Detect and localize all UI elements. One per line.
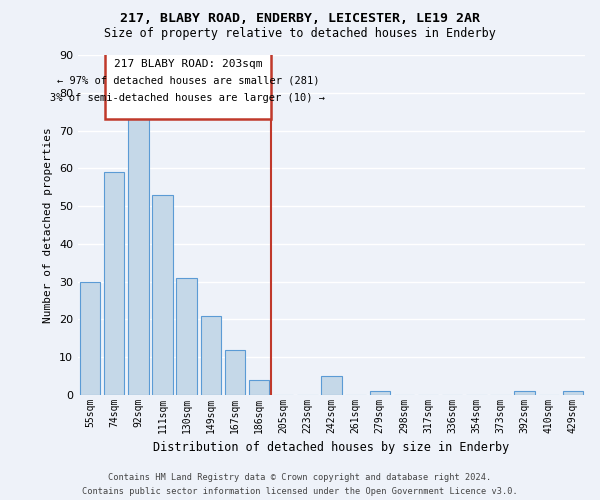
Bar (80, 282, 100, 395)
Text: 217, BLABY ROAD, ENDERBY, LEICESTER, LE19 2AR: 217, BLABY ROAD, ENDERBY, LEICESTER, LE1… (120, 12, 480, 26)
Text: Contains public sector information licensed under the Open Government Licence v3: Contains public sector information licen… (82, 488, 518, 496)
Bar (370, 391, 390, 395)
Bar (104, 53, 271, 119)
Bar (514, 391, 535, 395)
Bar (128, 116, 149, 395)
Text: Size of property relative to detached houses in Enderby: Size of property relative to detached ho… (104, 28, 496, 40)
Bar (563, 391, 583, 395)
Text: Contains HM Land Registry data © Crown copyright and database right 2024.: Contains HM Land Registry data © Crown c… (109, 472, 491, 482)
Bar (176, 278, 197, 395)
Bar (104, 172, 124, 395)
Text: 217 BLABY ROAD: 203sqm: 217 BLABY ROAD: 203sqm (113, 59, 262, 69)
Bar (321, 376, 342, 395)
Bar (224, 350, 245, 395)
Bar (249, 380, 269, 395)
Bar (152, 195, 173, 395)
Bar (200, 316, 221, 395)
Text: ← 97% of detached houses are smaller (281): ← 97% of detached houses are smaller (28… (56, 76, 319, 86)
X-axis label: Distribution of detached houses by size in Enderby: Distribution of detached houses by size … (154, 442, 509, 454)
Text: 3% of semi-detached houses are larger (10) →: 3% of semi-detached houses are larger (1… (50, 93, 325, 103)
Y-axis label: Number of detached properties: Number of detached properties (43, 127, 53, 323)
